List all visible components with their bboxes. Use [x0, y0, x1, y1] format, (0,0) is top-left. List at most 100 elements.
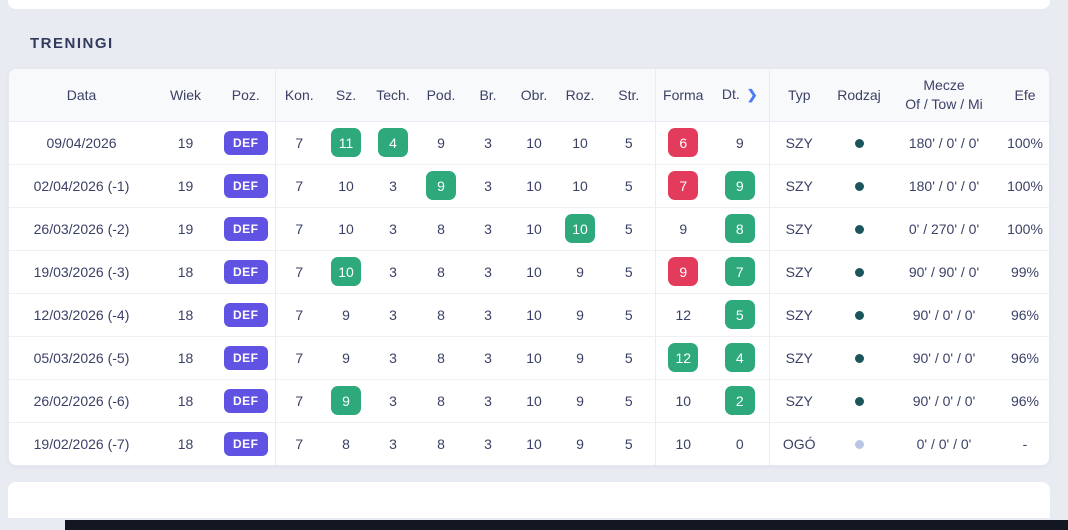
cell-forma: 12	[655, 336, 711, 380]
cell-wiek: 18	[154, 293, 217, 337]
col-header-tech[interactable]: Tech.	[369, 69, 417, 122]
cell-rodzaj	[829, 207, 889, 251]
cell-roz: 10	[557, 121, 603, 165]
cell-data: 09/04/2026	[9, 121, 154, 165]
col-header-forma[interactable]: Forma	[655, 69, 711, 122]
previous-card-bottom-edge	[8, 0, 1050, 9]
cell-dt: 9	[711, 121, 770, 165]
cell-sz: 10	[323, 164, 369, 208]
treningi-card: Data Wiek Poz. Kon. Sz. Tech. Pod. Br. O…	[8, 68, 1050, 466]
position-badge: DEF	[223, 216, 268, 241]
cell-rodzaj	[829, 293, 889, 337]
cell-mecze: 90' / 0' / 0'	[889, 379, 999, 423]
stat-badge-green: 4	[378, 128, 408, 157]
stat-badge-green: 12	[668, 343, 699, 372]
cell-tech: 3	[369, 293, 417, 337]
cell-tech: 3	[389, 435, 397, 452]
col-header-roz[interactable]: Roz.	[557, 69, 603, 122]
rodzaj-dot-dark-icon	[854, 353, 864, 363]
cell-forma: 9	[655, 207, 711, 251]
cell-obr: 10	[511, 121, 557, 165]
table-row[interactable]: 05/03/2026 (-5) 18 DEF 7 9 3 8 3 10 9 5 12 4 SZY 90' /…	[9, 336, 1049, 380]
col-header-pod[interactable]: Pod.	[417, 69, 465, 122]
table-header-row: Data Wiek Poz. Kon. Sz. Tech. Pod. Br. O…	[9, 69, 1049, 122]
col-header-rodzaj[interactable]: Rodzaj	[829, 69, 889, 122]
col-header-wiek[interactable]: Wiek	[154, 69, 217, 122]
cell-roz: 10	[557, 207, 603, 251]
cell-roz: 9	[557, 250, 603, 294]
rodzaj-dot-dark-icon	[854, 396, 864, 406]
cell-typ: OGÓ	[782, 435, 816, 452]
col-header-sz[interactable]: Sz.	[323, 69, 369, 122]
chevron-right-icon[interactable]: ❯	[746, 87, 758, 103]
table-row[interactable]: 26/02/2026 (-6) 18 DEF 7 9 3 8 3 10 9 5 10 2 SZY 90' /…	[9, 379, 1049, 423]
treningi-table-body: 09/04/2026 19 DEF 7 11 4 9 3 10 10 5 6 9 SZY 180' / 0'…	[9, 121, 1049, 465]
cell-poz: DEF	[217, 293, 276, 337]
cell-dt: 2	[711, 379, 770, 423]
cell-pod: 8	[417, 379, 465, 423]
cell-forma: 6	[655, 121, 711, 165]
stat-badge-green: 8	[724, 214, 755, 243]
col-header-str[interactable]: Str.	[603, 69, 656, 122]
table-row[interactable]: 26/03/2026 (-2) 19 DEF 7 10 3 8 3 10 10 5 9 8 SZY 0' /…	[9, 207, 1049, 251]
col-header-mecze[interactable]: Mecze Of / Tow / Mi	[889, 69, 999, 122]
cell-str: 5	[603, 164, 656, 208]
cell-kon: 7	[295, 435, 304, 452]
cell-rodzaj	[829, 164, 889, 208]
cell-pod: 8	[437, 435, 445, 452]
col-header-poz[interactable]: Poz.	[217, 69, 276, 122]
table-row[interactable]: 12/03/2026 (-4) 18 DEF 7 9 3 8 3 10 9 5 12 5 SZY 90' /…	[9, 293, 1049, 337]
stat-badge-green: 2	[724, 386, 755, 415]
cell-roz: 9	[557, 379, 603, 423]
table-row[interactable]: 02/04/2026 (-1) 19 DEF 7 10 3 9 3 10 10 5 7 9 SZY 180'…	[9, 164, 1049, 208]
cell-poz: DEF	[217, 379, 276, 423]
col-header-kon[interactable]: Kon.	[275, 69, 323, 122]
stat-badge-green: 11	[331, 128, 361, 157]
cell-obr: 10	[511, 379, 557, 423]
rodzaj-dot-dark-icon	[854, 267, 864, 277]
cell-sz: 11	[323, 121, 369, 165]
position-badge: DEF	[223, 130, 268, 155]
cell-mecze: 0' / 0' / 0'	[916, 435, 972, 452]
cell-tech: 4	[369, 121, 417, 165]
col-header-typ[interactable]: Typ	[769, 69, 829, 122]
col-header-dt[interactable]: Dt. ❯	[711, 69, 770, 122]
cell-pod: 8	[417, 336, 465, 380]
col-header-data[interactable]: Data	[9, 69, 154, 122]
stat-badge-green: 10	[565, 214, 595, 243]
cell-mecze: 180' / 0' / 0'	[889, 164, 999, 208]
cell-rodzaj	[829, 379, 889, 423]
cell-data: 02/04/2026 (-1)	[9, 164, 154, 208]
cell-data: 26/02/2026 (-6)	[9, 379, 154, 423]
cell-dt: 0	[711, 422, 770, 465]
table-row[interactable]: 19/03/2026 (-3) 18 DEF 7 10 3 8 3 10 9 5 9 7 SZY 90' /…	[9, 250, 1049, 294]
position-badge: DEF	[223, 388, 268, 413]
rodzaj-dot-dark-icon	[854, 181, 864, 191]
cell-forma: 12	[655, 293, 711, 337]
cell-tech: 3	[369, 379, 417, 423]
table-row[interactable]: 19/02/2026 (-7) 18 DEF 7 8 3 8 3 10 9 5 10 0 OGÓ 0' / …	[9, 422, 1049, 465]
col-header-obr[interactable]: Obr.	[511, 69, 557, 122]
bottom-bar	[65, 520, 1068, 530]
cell-typ: SZY	[769, 293, 829, 337]
cell-efe: -	[1022, 435, 1028, 452]
cell-kon: 7	[275, 164, 323, 208]
cell-wiek: 19	[154, 121, 217, 165]
cell-br: 3	[465, 164, 511, 208]
stat-badge-green: 9	[426, 171, 456, 200]
cell-kon: 7	[275, 379, 323, 423]
cell-tech: 3	[369, 164, 417, 208]
cell-dt: 4	[711, 336, 770, 380]
col-header-br[interactable]: Br.	[465, 69, 511, 122]
cell-poz: DEF	[217, 164, 276, 208]
cell-poz: DEF	[217, 121, 276, 165]
cell-efe: 100%	[999, 207, 1049, 251]
col-header-efe[interactable]: Efe	[999, 69, 1049, 122]
table-row[interactable]: 09/04/2026 19 DEF 7 11 4 9 3 10 10 5 6 9 SZY 180' / 0'…	[9, 121, 1049, 165]
cell-dt: 7	[711, 250, 770, 294]
cell-mecze: 0' / 270' / 0'	[889, 207, 999, 251]
cell-br: 3	[465, 207, 511, 251]
cell-efe: 96%	[999, 293, 1049, 337]
position-badge: DEF	[223, 431, 268, 456]
cell-obr: 10	[511, 250, 557, 294]
